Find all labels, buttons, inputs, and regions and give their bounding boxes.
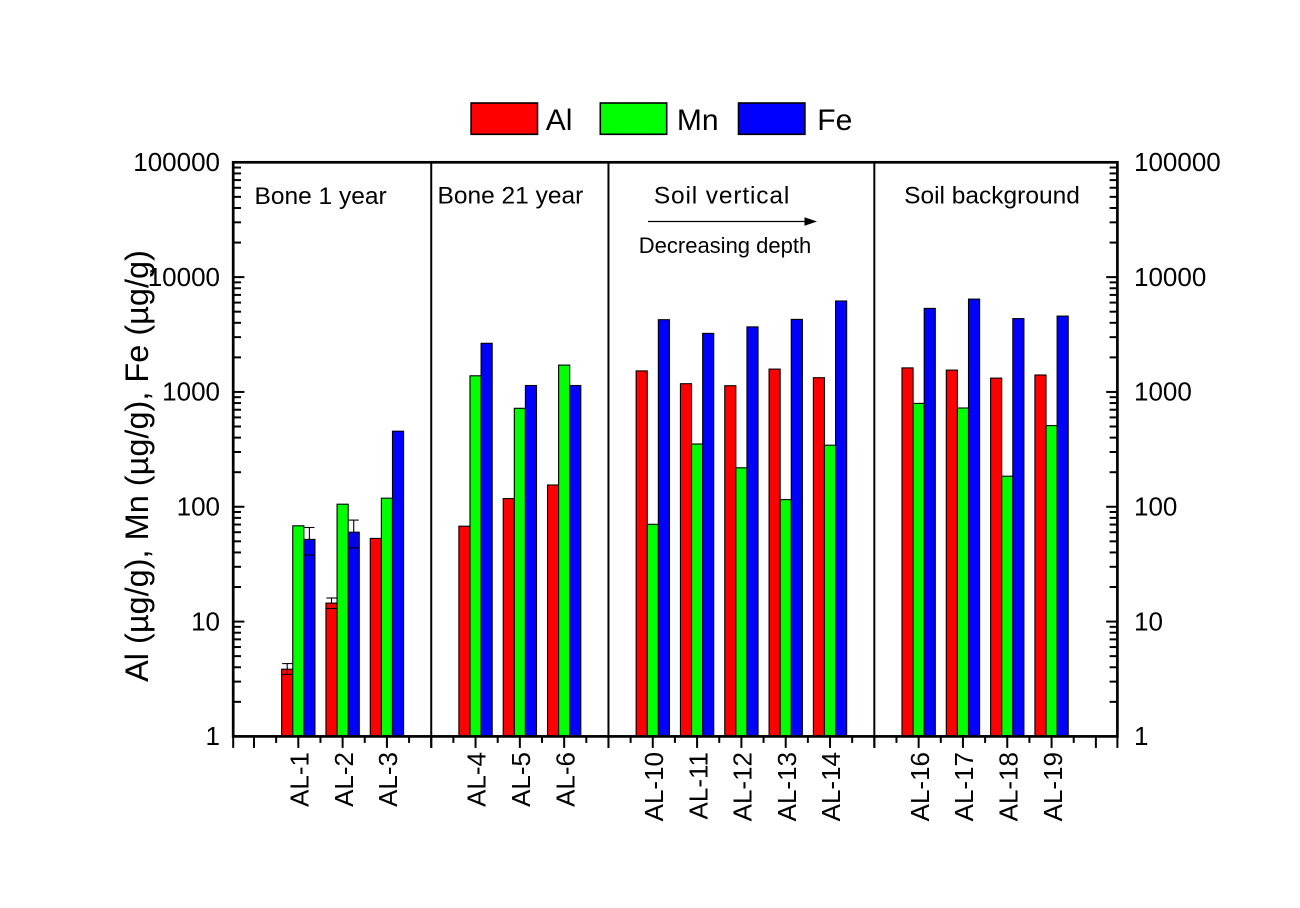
svg-text:AL-17: AL-17: [949, 752, 979, 821]
svg-text:10: 10: [1134, 606, 1163, 636]
svg-text:100: 100: [1134, 491, 1177, 521]
svg-text:AL-2: AL-2: [329, 752, 359, 807]
svg-text:1000: 1000: [1134, 377, 1192, 407]
svg-text:Bone 21 year: Bone 21 year: [438, 183, 584, 210]
svg-text:Soil vertical: Soil vertical: [654, 183, 790, 210]
svg-text:Bone 1 year: Bone 1 year: [255, 183, 387, 210]
svg-text:100000: 100000: [133, 147, 220, 177]
svg-text:Soil background: Soil background: [904, 183, 1080, 210]
svg-text:Fe: Fe: [817, 104, 852, 137]
svg-text:AL-18: AL-18: [993, 752, 1023, 821]
svg-text:AL-4: AL-4: [462, 752, 492, 807]
svg-text:1: 1: [1134, 721, 1148, 751]
svg-text:1000: 1000: [162, 377, 220, 407]
svg-text:100: 100: [177, 491, 220, 521]
svg-text:AL-11: AL-11: [683, 752, 713, 819]
svg-text:Decreasing depth: Decreasing depth: [639, 233, 811, 258]
svg-text:AL-5: AL-5: [506, 752, 536, 807]
svg-text:10000: 10000: [1134, 262, 1206, 292]
svg-text:100000: 100000: [1134, 147, 1221, 177]
svg-text:AL-6: AL-6: [550, 752, 580, 807]
svg-text:AL-16: AL-16: [905, 752, 935, 821]
svg-text:Al (µg/g), Mn (µg/g), Fe (µg/g: Al (µg/g), Mn (µg/g), Fe (µg/g): [119, 250, 155, 682]
svg-text:AL-12: AL-12: [728, 752, 758, 821]
svg-text:1: 1: [206, 721, 220, 751]
svg-text:10: 10: [191, 606, 220, 636]
svg-text:Mn: Mn: [677, 104, 719, 137]
svg-text:AL-3: AL-3: [373, 752, 403, 807]
svg-text:AL-10: AL-10: [639, 752, 669, 821]
svg-text:AL-19: AL-19: [1038, 752, 1068, 821]
svg-text:AL-14: AL-14: [816, 752, 846, 821]
svg-text:Al: Al: [546, 104, 573, 137]
svg-text:AL-13: AL-13: [772, 752, 802, 821]
svg-text:AL-1: AL-1: [285, 752, 315, 807]
svg-text:10000: 10000: [148, 262, 220, 292]
